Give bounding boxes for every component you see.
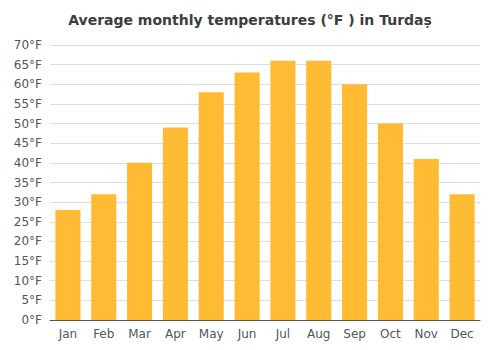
svg-text:70°F: 70°F bbox=[14, 38, 42, 52]
svg-text:30°F: 30°F bbox=[14, 195, 42, 209]
svg-text:65°F: 65°F bbox=[14, 58, 42, 72]
svg-text:Aug: Aug bbox=[307, 327, 330, 341]
svg-text:40°F: 40°F bbox=[14, 156, 42, 170]
svg-text:Dec: Dec bbox=[450, 327, 473, 341]
svg-text:Jan: Jan bbox=[58, 327, 78, 341]
svg-text:Apr: Apr bbox=[165, 327, 186, 341]
svg-text:Average monthly temperatures (: Average monthly temperatures (°F ) in Tu… bbox=[68, 12, 432, 29]
svg-text:Feb: Feb bbox=[93, 327, 114, 341]
svg-text:Sep: Sep bbox=[343, 327, 366, 341]
svg-text:45°F: 45°F bbox=[14, 136, 42, 150]
svg-text:55°F: 55°F bbox=[14, 97, 42, 111]
svg-text:Nov: Nov bbox=[415, 327, 438, 341]
svg-text:25°F: 25°F bbox=[14, 215, 42, 229]
svg-text:May: May bbox=[199, 327, 224, 341]
svg-text:35°F: 35°F bbox=[14, 176, 42, 190]
svg-text:Oct: Oct bbox=[380, 327, 401, 341]
svg-text:60°F: 60°F bbox=[14, 77, 42, 91]
svg-text:15°F: 15°F bbox=[14, 254, 42, 268]
svg-text:20°F: 20°F bbox=[14, 234, 42, 248]
svg-text:5°F: 5°F bbox=[21, 293, 42, 307]
svg-text:0°F: 0°F bbox=[21, 313, 42, 327]
svg-text:50°F: 50°F bbox=[14, 117, 42, 131]
svg-text:10°F: 10°F bbox=[14, 274, 42, 288]
svg-text:Mar: Mar bbox=[128, 327, 151, 341]
svg-text:Jul: Jul bbox=[275, 327, 290, 341]
svg-text:Jun: Jun bbox=[237, 327, 257, 341]
